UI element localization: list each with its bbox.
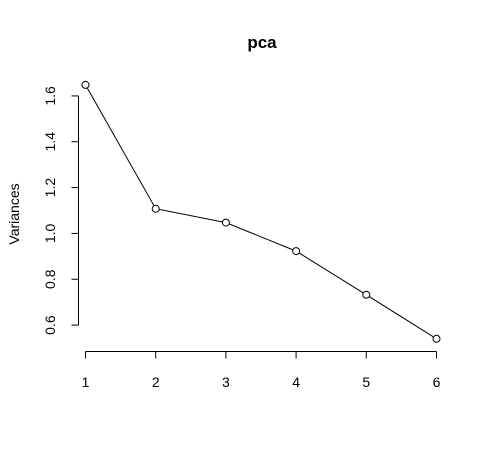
data-point bbox=[362, 290, 371, 299]
series-line bbox=[85, 84, 437, 340]
y-tick-label: 1.6 bbox=[42, 86, 58, 106]
x-tick-label: 2 bbox=[152, 374, 160, 390]
data-point bbox=[221, 218, 230, 227]
data-points bbox=[81, 80, 441, 343]
data-point bbox=[292, 247, 301, 256]
y-axis-label: Variances bbox=[6, 183, 22, 244]
y-tick-label: 1.4 bbox=[42, 132, 58, 152]
x-tick-label: 6 bbox=[433, 374, 441, 390]
data-point bbox=[432, 334, 441, 343]
y-tick-label: 1.0 bbox=[42, 223, 58, 243]
x-tick-label: 1 bbox=[82, 374, 90, 390]
x-tick-label: 5 bbox=[362, 374, 370, 390]
data-point bbox=[151, 204, 160, 213]
y-tick-label: 0.8 bbox=[42, 269, 58, 289]
axes: 1 2 3 4 5 6 0.6 0.8 1.0 1.2 1.4 1.6 bbox=[42, 86, 441, 390]
y-tick-label: 0.6 bbox=[42, 315, 58, 335]
x-tick-label: 3 bbox=[222, 374, 230, 390]
y-tick-label: 1.2 bbox=[42, 178, 58, 198]
chart-title: pca bbox=[247, 33, 277, 52]
data-point bbox=[81, 80, 90, 89]
x-tick-label: 4 bbox=[292, 374, 300, 390]
